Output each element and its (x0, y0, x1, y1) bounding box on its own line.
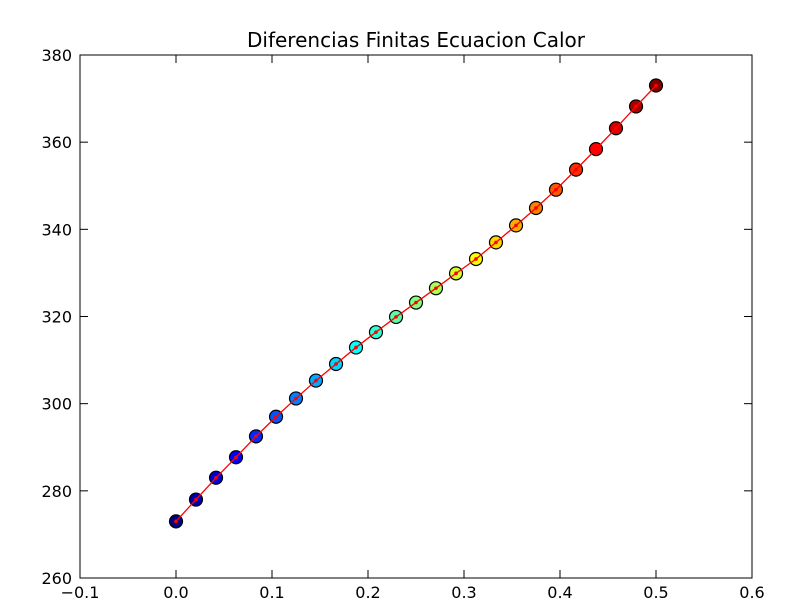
line-marker (534, 206, 538, 210)
line-marker (474, 257, 478, 261)
plot-area (79, 54, 753, 579)
line-marker (234, 455, 238, 460)
line-marker (554, 187, 558, 192)
y-tick-label: 280 (41, 482, 72, 501)
line-marker (594, 147, 598, 151)
line-marker (374, 330, 378, 334)
line-marker (394, 315, 398, 319)
x-tick-label: 0.2 (355, 583, 380, 602)
line-marker (614, 126, 618, 131)
y-axis: 260 280 300 320 340 360 380 (41, 46, 752, 588)
y-tick-label: 260 (41, 569, 72, 588)
line-marker (194, 497, 198, 502)
x-tick-label: 0.0 (163, 583, 188, 602)
x-tick-label: 0.3 (451, 583, 476, 602)
line-marker (634, 104, 638, 109)
line-marker (314, 378, 318, 383)
line-marker (574, 167, 578, 172)
x-axis: −0.1 0.0 0.1 0.2 0.3 0.4 0.5 0.6 (61, 55, 765, 602)
line-marker (214, 475, 218, 480)
chart-title: Diferencias Finitas Ecuacion Calor (247, 28, 586, 52)
y-tick-label: 360 (41, 133, 72, 152)
line-marker (514, 223, 518, 228)
y-tick-label: 380 (41, 46, 72, 65)
x-tick-label: 0.1 (259, 583, 284, 602)
line-marker (334, 362, 338, 366)
line-marker (454, 271, 458, 276)
line-marker (294, 396, 298, 401)
y-tick-label: 340 (41, 220, 72, 239)
y-tick-label: 320 (41, 308, 72, 327)
line-marker (274, 414, 278, 419)
x-tick-label: −0.1 (61, 583, 100, 602)
line-marker (174, 519, 178, 524)
x-tick-label: 0.6 (739, 583, 764, 602)
y-tick-label: 300 (41, 395, 72, 414)
line-marker (654, 83, 658, 88)
x-tick-label: 0.4 (547, 583, 572, 602)
line-marker (254, 434, 258, 439)
plot-frame (79, 54, 753, 579)
x-tick-label: 0.5 (643, 583, 668, 602)
line-marker (414, 300, 418, 305)
line-marker (434, 286, 438, 290)
line-marker (494, 240, 498, 245)
line-marker (354, 345, 358, 350)
